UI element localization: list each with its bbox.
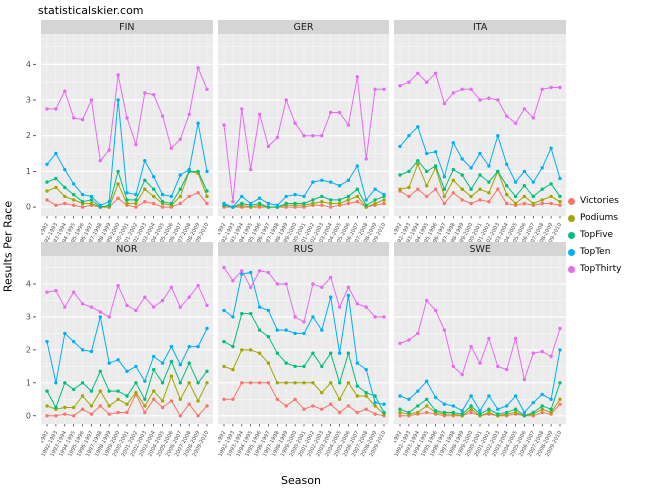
facet-strip-2: GER xyxy=(217,20,390,34)
facet-panel-6 xyxy=(394,256,566,424)
facet-panel-3 xyxy=(394,34,566,216)
legend-key-victories-dot-icon xyxy=(568,197,575,205)
y-axis-ticks-row-2: 0 1 2 3 4 xyxy=(20,256,36,424)
legend-label-topten: TopTen xyxy=(580,247,611,257)
facet-strip-5: RUS xyxy=(217,242,390,256)
x-axis-labels-row1-col2: 1991-1992 1992-1993 1993-1994 1994-1995 1995… xyxy=(218,216,390,242)
svg-text:1991-1992: 1991-1992 xyxy=(218,222,227,242)
facet-strip-6: SWE xyxy=(394,242,566,256)
facet-strip-4: NOR xyxy=(41,242,213,256)
svg-text:3: 3 xyxy=(26,96,31,105)
legend-item-topthirty: TopThirty xyxy=(568,264,648,274)
svg-text:1: 1 xyxy=(26,167,31,176)
y-axis-ticks-row-1: 0 1 2 3 4 xyxy=(20,34,36,216)
x-axis-labels-row1-col3: 1991-1992 1992-1993 1993-1994 1994-1995 1995… xyxy=(394,216,566,242)
y-axis-title: Results Per Race xyxy=(1,200,15,293)
facet-panel-4 xyxy=(41,256,213,424)
facet-panel-5 xyxy=(217,256,390,424)
legend-key-topten-dot-icon xyxy=(568,248,575,256)
x-axis-labels-row1-col1: 1991-1992 1992-1993 1993-1994 1994-1995 1995… xyxy=(41,216,213,242)
legend-label-topfive: TopFive xyxy=(580,230,614,240)
legend-item-podiums: Podiums xyxy=(568,213,648,223)
legend-label-podiums: Podiums xyxy=(580,213,618,223)
site-title: statisticalskier.com xyxy=(38,4,144,17)
legend-item-topten: TopTen xyxy=(568,247,648,257)
svg-text:1991-1992: 1991-1992 xyxy=(41,222,50,242)
svg-text:3: 3 xyxy=(26,312,31,321)
svg-text:4: 4 xyxy=(26,60,31,69)
x-axis-labels-row2-col1: 1991-1992 1992-1993 1993-1994 1994-1995 1995… xyxy=(41,424,213,470)
svg-text:1991-1992: 1991-1992 xyxy=(394,222,403,242)
svg-text:4: 4 xyxy=(26,280,31,289)
plot-area: FIN GER ITA 0 1 2 3 4 1991-1992 1992-1993 1993… xyxy=(20,20,566,470)
legend-item-topfive: TopFive xyxy=(568,230,648,240)
x-axis-title: Season xyxy=(281,474,321,487)
legend-label-victories: Victories xyxy=(580,196,619,206)
legend-key-topfive-dot-icon xyxy=(568,231,575,239)
legend-item-victories: Victories xyxy=(568,196,648,206)
svg-text:2: 2 xyxy=(26,345,31,354)
facet-strip-3: ITA xyxy=(394,20,566,34)
svg-text:1: 1 xyxy=(26,378,31,387)
legend-label-topthirty: TopThirty xyxy=(580,264,622,274)
svg-text:0: 0 xyxy=(26,203,31,212)
facet-panel-2 xyxy=(217,34,390,216)
facet-strip-1: FIN xyxy=(41,20,213,34)
svg-text:0: 0 xyxy=(26,411,31,420)
legend-key-podiums-dot-icon xyxy=(568,214,575,222)
legend: Victories Podiums TopFive TopTen TopThir… xyxy=(568,196,648,281)
legend-key-topthirty-dot-icon xyxy=(568,265,575,273)
facet-panel-1 xyxy=(41,34,213,216)
svg-text:2: 2 xyxy=(26,131,31,140)
x-axis-labels-row2-col3: 1991-1992 1992-1993 1993-1994 1994-1995 1995… xyxy=(394,424,566,470)
x-axis-labels-row2-col2: 1991-1992 1992-1993 1993-1994 1994-1995 1995… xyxy=(218,424,390,470)
